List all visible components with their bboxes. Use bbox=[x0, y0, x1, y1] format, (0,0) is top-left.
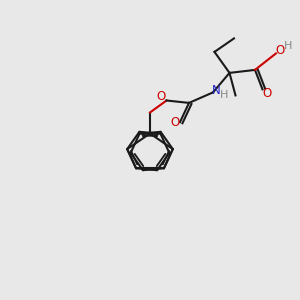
Text: O: O bbox=[275, 44, 284, 57]
Text: O: O bbox=[262, 86, 272, 100]
Text: H: H bbox=[220, 89, 229, 100]
Text: H: H bbox=[284, 41, 292, 52]
Text: O: O bbox=[170, 116, 179, 129]
Text: N: N bbox=[212, 84, 220, 97]
Text: O: O bbox=[157, 90, 166, 104]
